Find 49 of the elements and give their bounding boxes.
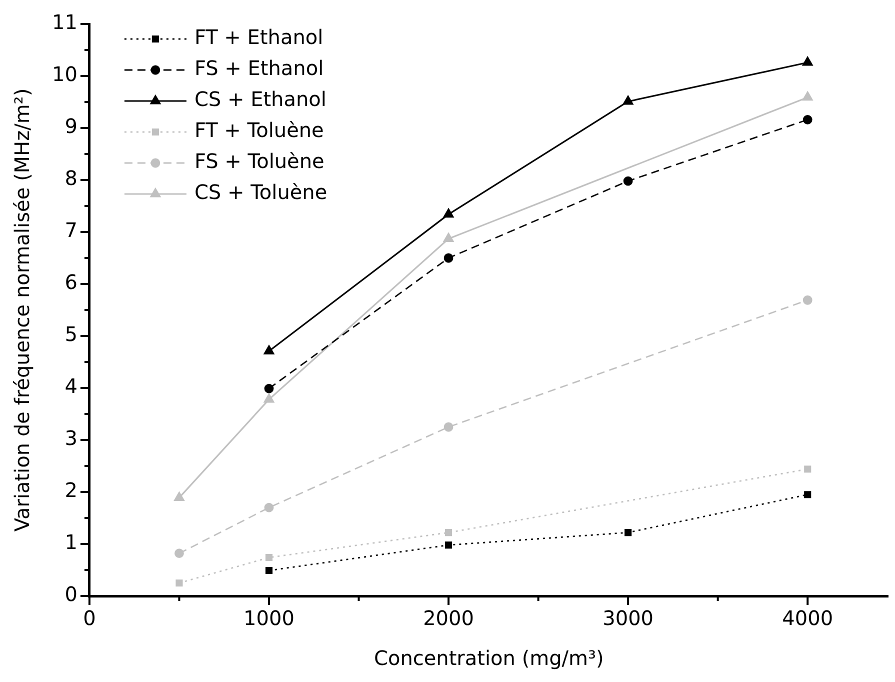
point <box>443 208 454 218</box>
point <box>802 295 812 305</box>
legend-label: FS + Ethanol <box>194 56 324 80</box>
point <box>804 466 812 473</box>
y-tick-label: 7 <box>64 218 78 242</box>
point <box>443 232 454 242</box>
point <box>265 566 273 574</box>
y-tick-label: 1 <box>64 530 78 554</box>
y-axis-title: Variation de fréquence normalisée (MHz/m²) <box>10 88 34 532</box>
x-tick-label: 4000 <box>782 606 834 630</box>
y-tick-label: 8 <box>64 166 78 190</box>
point <box>445 529 452 536</box>
point <box>804 491 812 498</box>
point <box>622 96 634 105</box>
legend-label: CS + Toluène <box>194 180 328 204</box>
y-tick-label: 5 <box>64 322 78 346</box>
point <box>444 422 454 432</box>
legend-label: CS + Ethanol <box>194 87 326 112</box>
y-tick-label: 2 <box>64 478 78 502</box>
y-tick-label: 9 <box>64 114 78 138</box>
point <box>174 492 184 502</box>
y-tick-label: 10 <box>52 62 78 86</box>
x-tick-label: 3000 <box>602 606 654 630</box>
x-tick-label: 0 <box>83 606 96 630</box>
y-tick-label: 11 <box>52 10 78 34</box>
point <box>802 56 813 66</box>
point <box>264 384 274 394</box>
x-axis-title: Concentration (mg/m³) <box>374 646 604 670</box>
y-tick-label: 4 <box>64 374 78 398</box>
point <box>264 394 274 403</box>
y-tick-label: 6 <box>64 270 78 294</box>
x-tick-label: 2000 <box>423 606 474 630</box>
point <box>623 176 633 186</box>
legend-label: FS + Toluène <box>194 149 324 174</box>
y-tick-label: 0 <box>64 582 78 606</box>
point <box>176 579 183 587</box>
point <box>444 253 454 263</box>
legend-label: FT + Toluène <box>194 118 324 142</box>
x-tick-label: 1000 <box>244 606 294 630</box>
point <box>802 92 813 101</box>
point <box>174 548 184 558</box>
point <box>264 345 274 354</box>
point <box>264 502 274 512</box>
legend-label: FT + Ethanol <box>194 25 324 50</box>
point <box>624 529 632 536</box>
point <box>265 554 273 562</box>
point <box>802 114 812 124</box>
y-tick-label: 3 <box>64 426 78 450</box>
point <box>445 542 452 549</box>
